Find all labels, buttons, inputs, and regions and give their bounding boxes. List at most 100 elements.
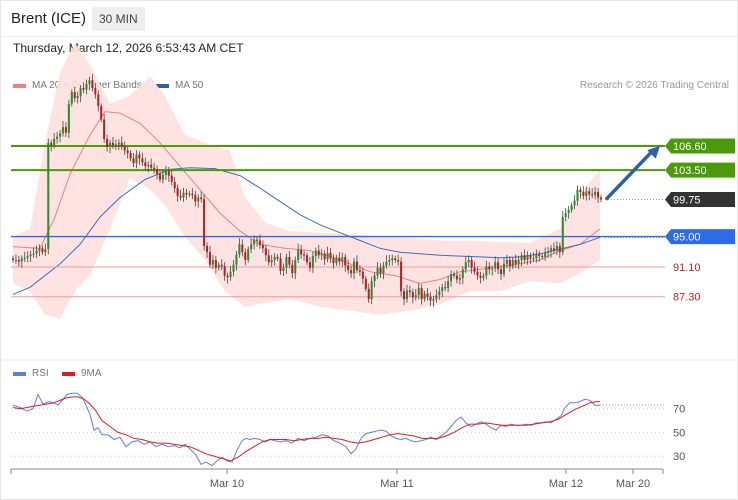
candle-body: [173, 181, 176, 189]
candle-body: [64, 127, 67, 133]
bollinger-band: [13, 42, 600, 319]
candle-body: [156, 169, 159, 175]
candle-body: [364, 278, 367, 289]
candle-body: [400, 261, 403, 292]
candle-body: [108, 142, 112, 147]
candle-body: [185, 192, 188, 195]
candle-body: [450, 274, 453, 282]
candle-body: [520, 255, 523, 260]
candle-body: [188, 193, 191, 195]
candle-body: [14, 260, 17, 261]
candle-body: [223, 266, 226, 276]
rsi-tick-30: 30: [673, 451, 685, 463]
candle-body: [11, 258, 15, 260]
ma50-swatch: [156, 83, 169, 88]
candle-body: [350, 270, 353, 274]
candle-body: [250, 244, 253, 250]
candle-body: [26, 256, 29, 258]
candle-body: [50, 142, 53, 146]
candle-body: [414, 295, 417, 298]
interval-button[interactable]: 30 MIN: [92, 7, 145, 31]
candle-body: [103, 119, 106, 139]
x-tick-label: Mar 10: [210, 478, 244, 490]
candle-body: [526, 256, 529, 260]
candle-body: [549, 248, 553, 252]
candle-body: [76, 95, 79, 99]
candle-body: [505, 260, 508, 264]
candle-body: [97, 94, 100, 107]
candle-body: [305, 255, 309, 263]
candle-body: [438, 291, 441, 296]
candle-body: [323, 253, 326, 260]
candle-body: [355, 261, 359, 271]
candle-body: [211, 260, 214, 265]
candle-body: [294, 260, 297, 274]
legend-ma50-label: MA 50: [175, 80, 204, 91]
candle-body: [470, 260, 473, 268]
level-label-95.00: 95.00: [673, 232, 701, 244]
legend-9ma-label: 9MA: [81, 368, 102, 379]
candle-body: [373, 275, 376, 282]
candle-body: [217, 264, 220, 268]
candle-body: [379, 267, 382, 274]
candle-body: [423, 293, 426, 300]
candle-body: [38, 248, 41, 251]
candle-body: [270, 260, 273, 263]
candle-body: [441, 287, 444, 292]
candle-body: [579, 189, 582, 192]
candle-body: [285, 256, 288, 268]
candle-body: [500, 269, 503, 275]
candle-body: [158, 174, 162, 180]
candle-body: [247, 249, 250, 260]
candle-body: [279, 258, 282, 271]
level-label-91.10: 91.10: [673, 262, 701, 274]
candle-body: [194, 195, 197, 202]
candle-body: [117, 142, 120, 145]
candle-body: [238, 244, 241, 255]
candle-body: [300, 249, 303, 255]
candle-body: [494, 262, 497, 269]
candle-body: [391, 258, 394, 260]
candle-body: [282, 267, 285, 271]
candle-body: [200, 197, 203, 200]
candle-body: [429, 296, 432, 301]
candle-body: [491, 268, 494, 270]
candle-body: [394, 258, 397, 260]
rsi-tick-50: 50: [673, 427, 685, 439]
candle-body: [361, 271, 364, 279]
candle-body: [276, 256, 279, 259]
candle-body: [514, 260, 517, 264]
legend-rsi: RSI: [13, 368, 49, 379]
candle-body: [511, 260, 514, 267]
level-label-106.60: 106.60: [673, 141, 707, 153]
candle-body: [435, 295, 438, 300]
candle-body: [41, 248, 44, 253]
candle-body: [582, 192, 585, 196]
candle-body: [23, 257, 26, 259]
candle-body: [132, 158, 135, 164]
candle-body: [88, 80, 91, 85]
candle-body: [479, 275, 482, 278]
candle-body: [61, 127, 65, 134]
candle-body: [347, 265, 350, 271]
candle-body: [408, 290, 411, 293]
candle-body: [464, 262, 467, 270]
candle-body: [150, 164, 153, 168]
candle-body: [455, 275, 458, 280]
candle-body: [444, 287, 447, 289]
rsi-swatch: [13, 371, 26, 376]
candle-body: [82, 88, 85, 90]
level-label-87.30: 87.30: [673, 292, 701, 304]
candle-body: [253, 239, 256, 245]
candle-body: [382, 265, 385, 274]
candle-body: [485, 266, 488, 276]
candle-body: [35, 250, 38, 254]
candle-body: [367, 288, 370, 300]
candle-body: [532, 258, 535, 260]
candle-body: [570, 205, 573, 210]
candle-body: [432, 299, 435, 301]
candle-body: [552, 248, 555, 251]
candle-body: [232, 264, 235, 272]
candle-body: [476, 271, 479, 276]
candle-body: [341, 256, 344, 262]
